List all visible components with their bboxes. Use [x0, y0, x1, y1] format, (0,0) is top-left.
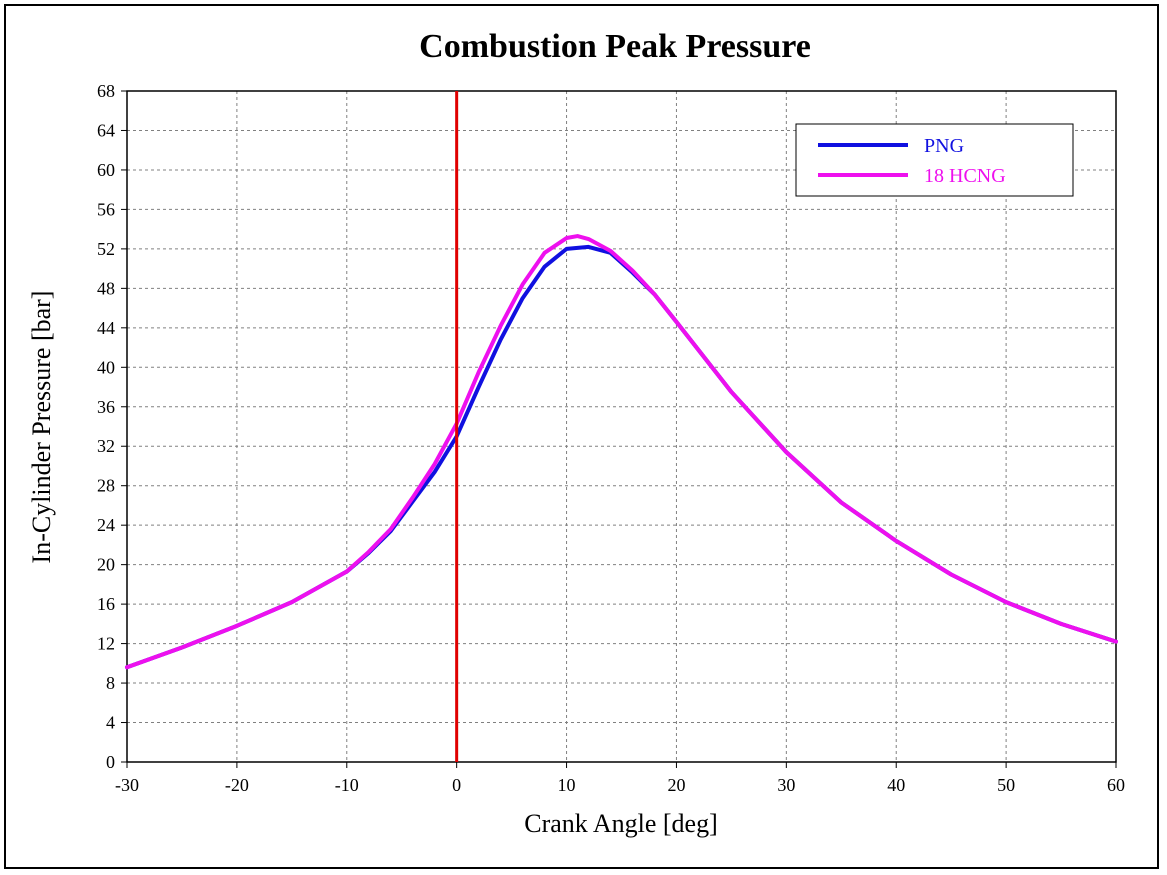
- y-tick-label: 40: [97, 357, 115, 377]
- x-tick-label: 30: [777, 775, 795, 795]
- x-tick-label: 20: [667, 775, 685, 795]
- y-axis-label: In-Cylinder Pressure [bar]: [27, 291, 56, 564]
- y-tick-label: 4: [106, 713, 115, 733]
- x-tick-labels: -30 -20 -10 0 10 20 30 40 50 60: [115, 775, 1125, 795]
- y-tick-label: 28: [97, 476, 115, 496]
- y-tick-label: 24: [97, 515, 115, 535]
- x-tick-label: 50: [997, 775, 1015, 795]
- y-tick-label: 20: [97, 555, 115, 575]
- legend-label-png: PNG: [924, 135, 964, 157]
- y-tick-label: 16: [97, 594, 115, 614]
- y-tick-label: 68: [97, 81, 115, 101]
- y-tick-label: 12: [97, 634, 115, 654]
- legend-label-18-hcng: 18 HCNG: [924, 165, 1006, 187]
- y-tick-label: 56: [97, 199, 115, 219]
- series-line-18-hcng: [125, 234, 1118, 670]
- tick-marks: [121, 90, 1117, 768]
- x-tick-label: -30: [115, 775, 139, 795]
- legend-box: [795, 123, 1074, 197]
- legend: PNG 18 HCNG: [795, 123, 1074, 197]
- y-tick-label: 60: [97, 160, 115, 180]
- y-tick-label: 32: [97, 436, 115, 456]
- y-tick-label: 36: [97, 397, 115, 417]
- x-axis-label: Crank Angle [deg]: [524, 809, 718, 838]
- x-tick-label: 40: [887, 775, 905, 795]
- plot-area-border: [126, 90, 1117, 763]
- y-tick-label: 48: [97, 278, 115, 298]
- x-tick-label: 60: [1107, 775, 1125, 795]
- y-tick-label: 0: [106, 752, 115, 772]
- chart-title: Combustion Peak Pressure: [419, 28, 811, 65]
- y-tick-label: 44: [97, 318, 115, 338]
- x-tick-label: -10: [335, 775, 359, 795]
- series-layer: [125, 234, 1118, 670]
- y-tick-label: 64: [97, 120, 115, 140]
- y-tick-label: 8: [106, 673, 115, 693]
- x-tick-label: 0: [452, 775, 461, 795]
- y-tick-label: 52: [97, 239, 115, 259]
- x-tick-label: -20: [225, 775, 249, 795]
- x-tick-label: 10: [558, 775, 576, 795]
